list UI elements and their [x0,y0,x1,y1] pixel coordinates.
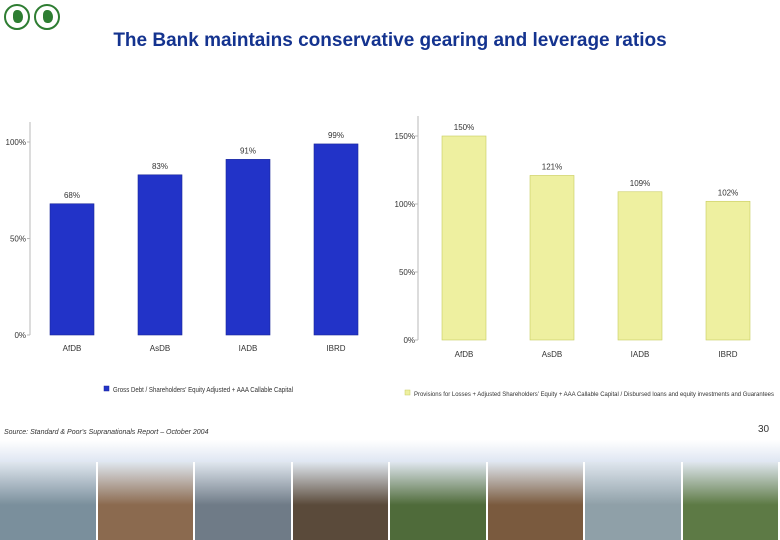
legend-swatch [404,389,411,396]
category-label: IADB [631,350,650,359]
legend-swatch [103,385,110,392]
category-label: AsDB [542,350,562,359]
market-bowls-photo-icon [487,462,585,540]
forest-road-photo-icon [390,462,488,540]
farmers-field-photo-icon [682,462,780,540]
bar-iadb [225,159,271,336]
bank-logo-icon [4,4,30,30]
data-label: 121% [542,162,562,171]
page-number: 30 [758,424,770,435]
y-tick-label: 50% [399,268,415,277]
source-note: Source: Standard & Poor's Supranationals… [4,429,209,436]
bar-iadb [617,191,663,341]
legend-label: Provisions for Losses + Adjusted Shareho… [414,392,774,398]
data-label: 109% [630,179,650,188]
chart-gearing: 0% 50% 100% 68% AfDB 83% AsDB 91% IADB 99% IBRD Gro… [6,122,359,394]
category-label: AsDB [150,344,170,353]
bar-asdb [529,175,575,341]
chart-leverage: 0% 50% 100% 150% 150% AfDB 121% AsDB 109% IADB 102… [395,116,774,398]
category-label: IADB [239,344,258,353]
category-label: IBRD [326,344,345,353]
schoolboy-photo-icon [292,462,390,540]
data-label: 102% [718,188,738,197]
data-label: 150% [454,123,474,132]
port-ship-photo-icon [195,462,293,540]
category-label: IBRD [718,350,737,359]
salt-flats-photo-icon [585,462,683,540]
y-tick-label: 0% [403,336,415,345]
bar-afdb [441,135,487,341]
y-tick-label: 150% [395,132,415,141]
page-title: The Bank maintains conservative gearing … [113,30,667,51]
category-label: AfDB [63,344,82,353]
data-label: 68% [64,191,80,200]
y-tick-label: 0% [14,331,26,340]
bar-asdb [137,174,183,336]
photo-strip [0,462,780,540]
bar-ibrd [705,200,751,341]
building-photo-icon [0,462,98,540]
classroom-photo-icon [97,462,195,540]
category-label: AfDB [455,350,474,359]
data-label: 83% [152,162,168,171]
y-tick-label: 100% [6,138,26,147]
data-label: 99% [328,131,344,140]
decorative-strip [0,440,780,462]
data-label: 91% [240,146,256,155]
legend-label: Gross Debt / Shareholders' Equity Adjust… [113,387,293,394]
bank-logo-icon [34,4,60,30]
bar-afdb [49,203,95,336]
bar-ibrd [313,143,359,336]
y-tick-label: 100% [395,200,415,209]
y-tick-label: 50% [10,235,26,244]
